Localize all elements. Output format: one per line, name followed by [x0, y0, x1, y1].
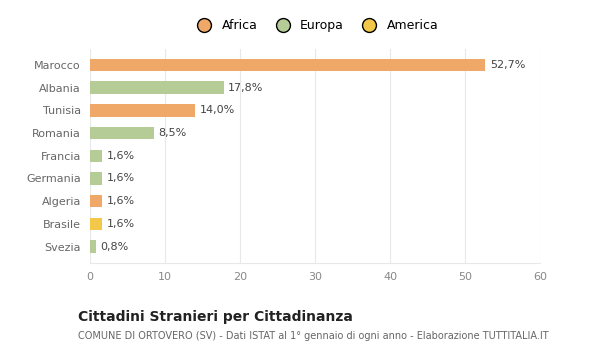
- Bar: [90, 59, 485, 71]
- Text: 1,6%: 1,6%: [107, 151, 134, 161]
- Bar: [90, 127, 154, 139]
- Legend: Africa, Europa, America: Africa, Europa, America: [192, 19, 438, 32]
- Bar: [90, 104, 195, 117]
- Text: 14,0%: 14,0%: [199, 105, 235, 116]
- Bar: [90, 218, 102, 230]
- Text: 1,6%: 1,6%: [107, 196, 134, 206]
- Bar: [90, 149, 102, 162]
- Bar: [90, 172, 102, 185]
- Text: 8,5%: 8,5%: [158, 128, 187, 138]
- Text: 1,6%: 1,6%: [107, 174, 134, 183]
- Text: COMUNE DI ORTOVERO (SV) - Dati ISTAT al 1° gennaio di ogni anno - Elaborazione T: COMUNE DI ORTOVERO (SV) - Dati ISTAT al …: [78, 331, 548, 341]
- Text: 1,6%: 1,6%: [107, 219, 134, 229]
- Text: 52,7%: 52,7%: [490, 60, 525, 70]
- Bar: [90, 240, 96, 253]
- Text: 17,8%: 17,8%: [228, 83, 263, 93]
- Text: Cittadini Stranieri per Cittadinanza: Cittadini Stranieri per Cittadinanza: [78, 310, 353, 324]
- Bar: [90, 82, 223, 94]
- Text: 0,8%: 0,8%: [101, 241, 129, 252]
- Bar: [90, 195, 102, 208]
